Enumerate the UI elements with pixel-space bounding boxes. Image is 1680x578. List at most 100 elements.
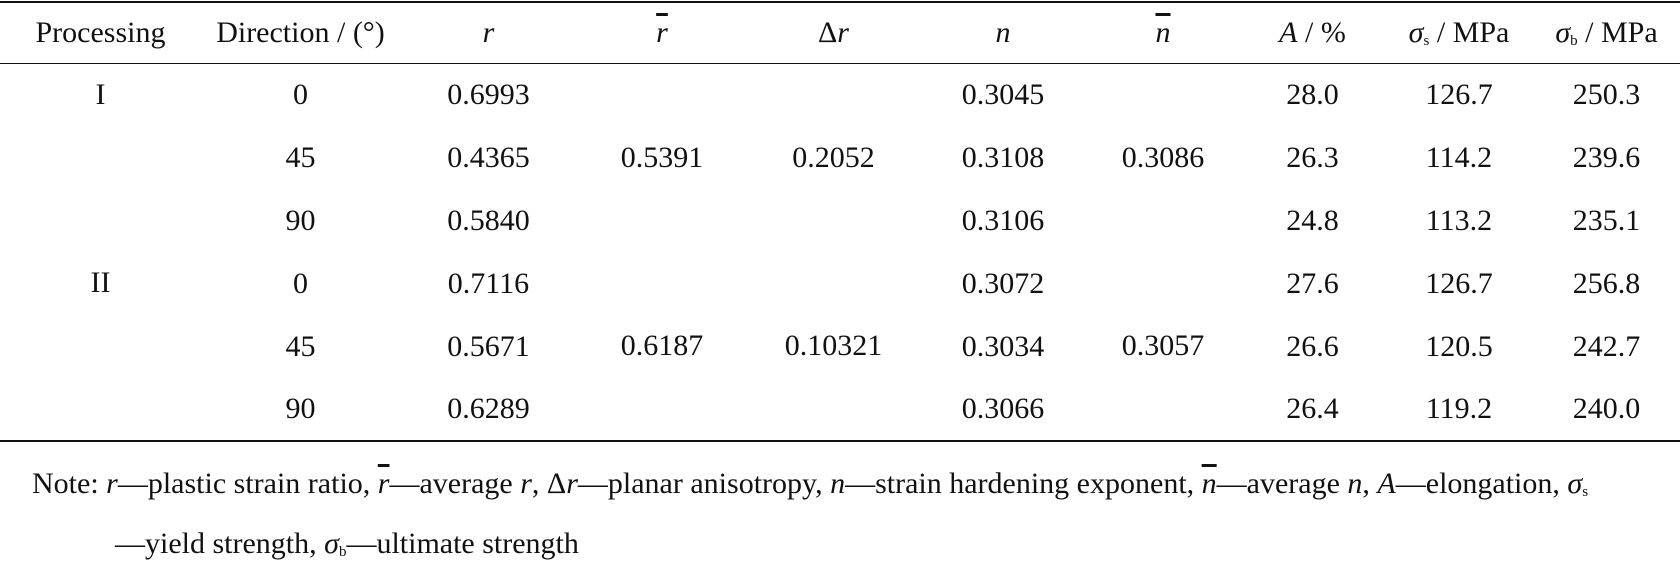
table-cell: 26.3 bbox=[1286, 140, 1339, 174]
table-cell: 0.7116 bbox=[447, 266, 530, 300]
header-cell: Direction / (°) bbox=[201, 2, 400, 63]
header-cell: σs / MPa bbox=[1385, 2, 1533, 63]
table-row: 45 0.5671 0.3034 26.6 120.5 242.7 bbox=[0, 315, 1680, 378]
text-segment: / MPa bbox=[1577, 15, 1658, 49]
header-row: Processing Direction / (°) r r Δr n n A / % σs /… bbox=[0, 2, 1680, 63]
table-header: Processing Direction / (°) r r Δr n n A / % σs /… bbox=[0, 2, 1680, 63]
table-cell: 0.3066 bbox=[961, 392, 1045, 425]
text-segment: —average bbox=[389, 467, 521, 500]
table-cell: 239.6 bbox=[1572, 140, 1641, 174]
subscript: s bbox=[1582, 484, 1589, 500]
table-cell: 0.3106 bbox=[961, 203, 1045, 237]
text-segment: r bbox=[482, 15, 495, 49]
text-segment: σ bbox=[1567, 467, 1583, 500]
text-segment: —elongation, bbox=[1395, 467, 1568, 500]
text-segment: —average bbox=[1216, 467, 1348, 500]
text-segment: —planar anisotropy, bbox=[577, 467, 831, 500]
table-cell: 27.6 bbox=[1286, 266, 1339, 300]
table-cell: 0.6993 bbox=[447, 77, 530, 111]
table-cell: 0 bbox=[293, 266, 308, 300]
table-cell: 242.7 bbox=[1572, 329, 1641, 363]
header-cell: A / % bbox=[1240, 2, 1385, 63]
table-cell: I bbox=[95, 77, 106, 111]
subscript: s bbox=[1423, 32, 1430, 49]
table-body: I 0 0.6993 0.5391 0.2052 0.3045 0.3086 28.0 126.… bbox=[0, 63, 1680, 441]
table-cell: 24.8 bbox=[1286, 203, 1339, 237]
text-segment: r bbox=[656, 15, 668, 49]
data-table: Processing Direction / (°) r r Δr n n A / % σs /… bbox=[0, 1, 1680, 442]
text-segment: Note: bbox=[32, 467, 107, 500]
table-cell: II bbox=[90, 266, 111, 299]
text-segment: r bbox=[566, 467, 578, 500]
text-segment: σ bbox=[324, 527, 339, 560]
table-cell: 256.8 bbox=[1572, 266, 1641, 300]
table-cell: 113.2 bbox=[1425, 203, 1493, 237]
table-cell: 120.5 bbox=[1425, 329, 1493, 363]
text-segment: r bbox=[520, 467, 532, 500]
text-segment: n bbox=[1155, 15, 1171, 49]
table-cell: 0.6289 bbox=[447, 392, 530, 425]
table-cell: 26.4 bbox=[1286, 392, 1339, 425]
table-cell: 26.6 bbox=[1286, 329, 1339, 363]
table-row: 90 0.6289 0.3066 26.4 119.2 240.0 bbox=[0, 378, 1680, 441]
table-cell: 0.3086 bbox=[1121, 140, 1205, 174]
page: Processing Direction / (°) r r Δr n n A / % σs /… bbox=[0, 1, 1680, 560]
table-cell: 119.2 bbox=[1425, 392, 1493, 425]
table-cell: 126.7 bbox=[1425, 77, 1493, 111]
subscript: b bbox=[1570, 32, 1578, 49]
table-row: I 0 0.6993 0.5391 0.2052 0.3045 0.3086 28.0 126.… bbox=[0, 63, 1680, 174]
text-segment: r bbox=[106, 467, 118, 500]
text-segment: n bbox=[995, 15, 1011, 49]
text-segment: n bbox=[830, 467, 846, 500]
table-cell: 0.2052 bbox=[792, 140, 875, 174]
text-segment: Processing bbox=[35, 15, 166, 49]
table-cell: 0.3108 bbox=[961, 140, 1045, 174]
table-cell: 0.3057 bbox=[1121, 329, 1205, 362]
table-cell: 90 bbox=[285, 392, 316, 425]
table-cell: 0.3072 bbox=[961, 266, 1045, 300]
text-segment: r bbox=[377, 467, 390, 500]
text-segment: Δ bbox=[818, 15, 838, 49]
table-note: Note: r—plastic strain ratio, r—average … bbox=[0, 458, 1595, 578]
table-cell: 235.1 bbox=[1572, 203, 1641, 237]
table-cell: 28.0 bbox=[1286, 77, 1339, 111]
text-segment: n bbox=[1347, 467, 1363, 500]
table-cell: 0.10321 bbox=[784, 329, 883, 362]
text-segment: , bbox=[1362, 467, 1378, 500]
header-cell: Δr bbox=[747, 2, 920, 63]
table-cell: 0 bbox=[293, 77, 308, 111]
text-segment: / MPa bbox=[1429, 15, 1510, 49]
text-segment: —strain hardening exponent, bbox=[845, 467, 1202, 500]
header-cell: Processing bbox=[0, 2, 201, 63]
table-cell: 45 bbox=[285, 329, 316, 363]
table-cell: 250.3 bbox=[1572, 77, 1641, 111]
table-cell: 240.0 bbox=[1572, 392, 1641, 425]
text-segment: —yield strength, bbox=[115, 527, 325, 560]
text-segment: A bbox=[1279, 15, 1298, 49]
table-row: II 0 0.7116 0.6187 0.10321 0.3072 0.3057 27.6 12… bbox=[0, 252, 1680, 362]
table-cell: 0.5391 bbox=[620, 140, 704, 174]
table-cell: 126.7 bbox=[1425, 266, 1493, 300]
table-cell: 0.6187 bbox=[620, 329, 704, 362]
table-cell: 45 bbox=[285, 140, 316, 174]
text-segment: , Δ bbox=[531, 467, 567, 500]
text-segment: Direction / (°) bbox=[216, 15, 385, 49]
table-row: 90 0.5840 0.3106 24.8 113.2 235.1 bbox=[0, 189, 1680, 252]
table-cell: 0.5840 bbox=[447, 203, 530, 237]
text-segment: / % bbox=[1297, 15, 1346, 49]
header-cell: n bbox=[920, 2, 1086, 63]
header-cell: r bbox=[577, 2, 747, 63]
text-segment: n bbox=[1201, 467, 1217, 500]
table-cell: 0.5671 bbox=[447, 329, 530, 363]
text-segment: r bbox=[837, 15, 849, 49]
table-cell: 0.4365 bbox=[447, 140, 530, 174]
text-segment: A bbox=[1377, 467, 1396, 500]
table-cell: 90 bbox=[285, 203, 316, 237]
text-segment: —plastic strain ratio, bbox=[117, 467, 378, 500]
header-cell: σb / MPa bbox=[1533, 2, 1680, 63]
table-cell: 114.2 bbox=[1425, 140, 1493, 174]
text-segment: σ bbox=[1408, 15, 1424, 49]
header-cell: r bbox=[400, 2, 577, 63]
header-cell: n bbox=[1086, 2, 1240, 63]
table-row: 45 0.4365 0.3108 26.3 114.2 239.6 bbox=[0, 126, 1680, 189]
